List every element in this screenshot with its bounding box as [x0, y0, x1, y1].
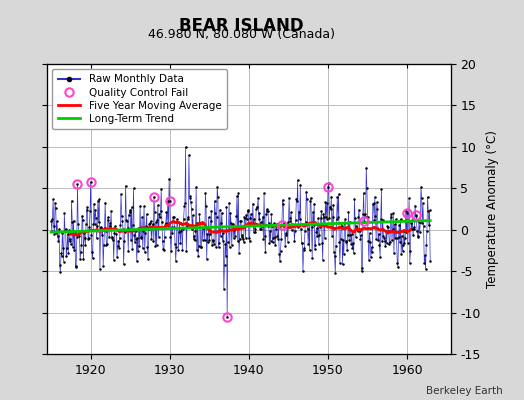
- Text: Berkeley Earth: Berkeley Earth: [427, 386, 503, 396]
- Text: 46.980 N, 80.080 W (Canada): 46.980 N, 80.080 W (Canada): [148, 28, 334, 41]
- Y-axis label: Temperature Anomaly (°C): Temperature Anomaly (°C): [486, 130, 499, 288]
- Text: BEAR ISLAND: BEAR ISLAND: [179, 17, 303, 35]
- Legend: Raw Monthly Data, Quality Control Fail, Five Year Moving Average, Long-Term Tren: Raw Monthly Data, Quality Control Fail, …: [52, 69, 227, 129]
